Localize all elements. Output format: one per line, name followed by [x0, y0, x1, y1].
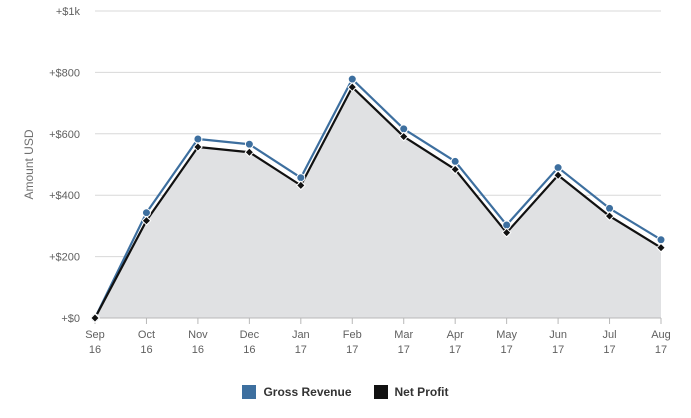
y-tick-label: +$400	[49, 190, 80, 202]
x-tick-label-year: 17	[603, 344, 615, 356]
net-profit-point	[398, 131, 409, 142]
gross-revenue-swatch	[242, 385, 257, 399]
x-tick-label-year: 17	[552, 344, 564, 356]
legend-label-gross-revenue: Gross Revenue	[263, 385, 352, 399]
x-tick-label: Apr	[447, 329, 464, 341]
net-profit-area	[95, 87, 661, 318]
x-tick-label-year: 17	[295, 344, 307, 356]
x-tick-label-year: 17	[398, 344, 410, 356]
net-profit-point	[295, 180, 306, 191]
net-profit-line	[94, 86, 662, 319]
x-tick-label-year: 17	[655, 344, 667, 356]
net-profit-point	[553, 170, 563, 181]
gross-revenue-line	[94, 78, 662, 319]
net-profit-swatch	[373, 385, 388, 399]
y-tick-label: +$1k	[56, 6, 81, 18]
x-tick-label-year: 17	[346, 344, 358, 356]
net-profit-point	[604, 211, 615, 221]
x-tick-label: Jun	[549, 329, 567, 341]
y-tick-label: +$600	[49, 129, 80, 141]
y-axis-title: Amount USD	[22, 129, 36, 199]
x-tick-label: Dec	[240, 329, 260, 341]
x-tick-label: Mar	[394, 329, 413, 341]
x-tick-label: Sep	[85, 329, 105, 341]
legend-label-net-profit: Net Profit	[394, 385, 449, 399]
y-tick-label: +$200	[49, 252, 80, 264]
net-profit-point	[193, 142, 203, 152]
net-profit-point	[90, 313, 100, 323]
net-profit-point	[656, 242, 666, 253]
gross-revenue-point	[141, 208, 151, 218]
x-tick-label-year: 16	[192, 344, 204, 356]
net-profit-point	[450, 164, 461, 175]
net-profit-point	[244, 147, 255, 158]
chart-legend: Gross Revenue Net Profit	[0, 382, 691, 402]
x-tick-label-year: 16	[243, 344, 255, 356]
x-tick-label: Nov	[188, 329, 208, 341]
legend-item-net-profit[interactable]: Net Profit	[373, 385, 449, 399]
x-tick-label-year: 16	[89, 344, 101, 356]
x-tick-label: Jan	[292, 329, 310, 341]
gross-revenue-point	[244, 139, 254, 149]
net-profit-point	[501, 227, 512, 238]
y-tick-label: +$800	[49, 67, 80, 79]
x-tick-label: Jul	[603, 329, 617, 341]
x-tick-label-year: 16	[140, 344, 152, 356]
x-tick-label: Aug	[651, 329, 671, 341]
x-tick-label-year: 17	[449, 344, 461, 356]
net-profit-point	[347, 82, 358, 93]
x-tick-label-year: 17	[501, 344, 513, 356]
y-tick-label: +$0	[61, 313, 80, 325]
gross-revenue-point	[347, 74, 357, 84]
gross-revenue-point	[450, 156, 460, 166]
x-tick-label: Feb	[343, 329, 362, 341]
x-tick-label: May	[496, 329, 517, 341]
legend-item-gross-revenue[interactable]: Gross Revenue	[242, 385, 352, 399]
gross-revenue-point	[193, 134, 203, 144]
gross-revenue-point	[656, 235, 666, 245]
net-profit-point	[141, 215, 152, 226]
x-tick-label: Oct	[138, 329, 155, 341]
